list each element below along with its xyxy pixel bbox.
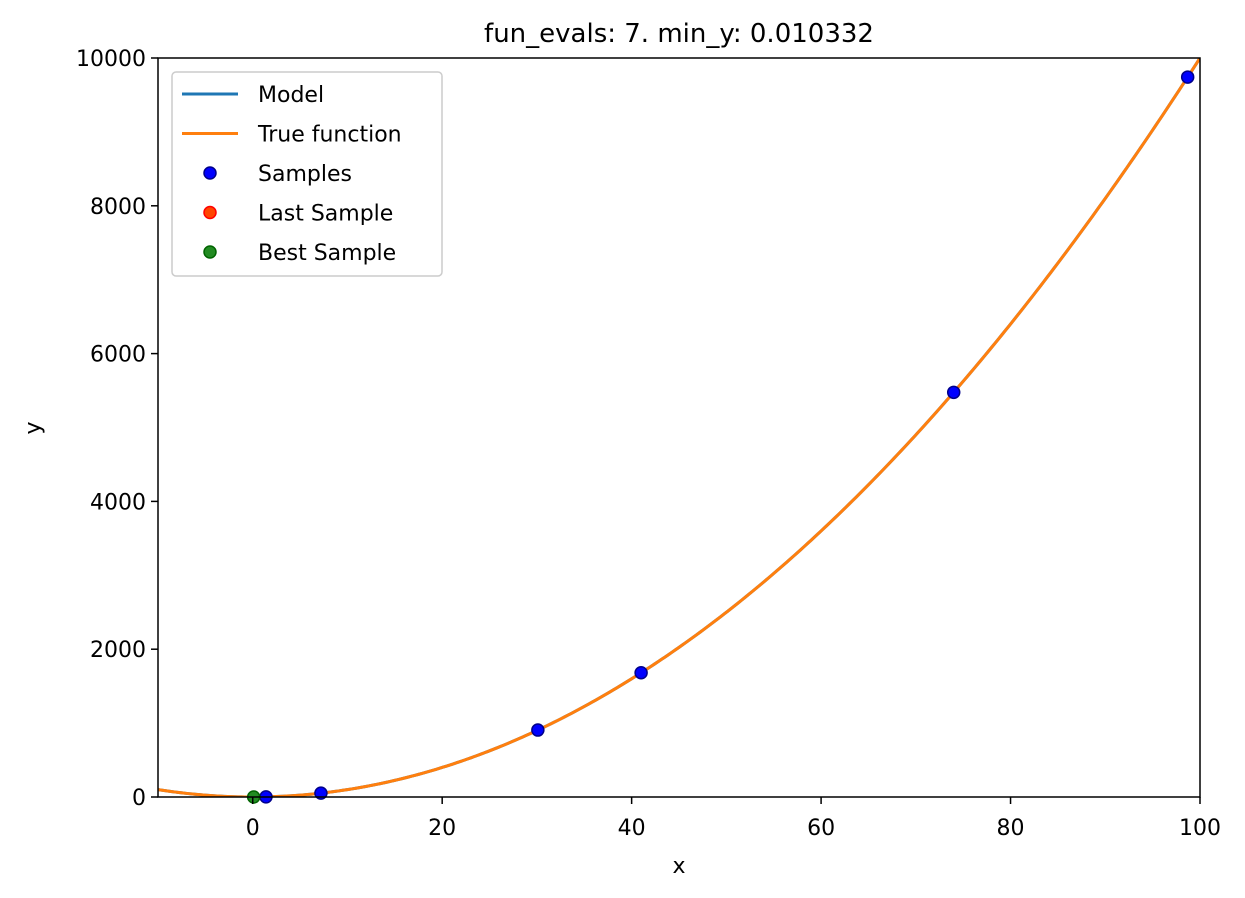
x-tick-label: 20 bbox=[428, 816, 456, 841]
y-tick-label: 10000 bbox=[76, 47, 146, 72]
series-line-true-function bbox=[158, 58, 1200, 797]
y-tick-label: 2000 bbox=[90, 638, 146, 663]
y-tick-label: 8000 bbox=[90, 195, 146, 220]
chart-title: fun_evals: 7. min_y: 0.010332 bbox=[484, 19, 874, 49]
x-tick-label: 80 bbox=[997, 816, 1025, 841]
legend-swatch-last-sample bbox=[203, 205, 217, 220]
legend-label-last-sample: Last Sample bbox=[258, 202, 393, 227]
legend-swatch-best-sample bbox=[203, 245, 217, 259]
x-tick-label: 0 bbox=[246, 816, 260, 841]
y-tick-label: 4000 bbox=[90, 490, 146, 515]
legend-label-true-function: True function bbox=[257, 123, 402, 148]
point-samples bbox=[1180, 70, 1195, 84]
point-samples bbox=[634, 666, 648, 680]
legend: Model True function Samples Last Sample Best… bbox=[171, 71, 443, 277]
legend-swatch-samples bbox=[203, 166, 217, 180]
scatter-layer bbox=[246, 70, 1195, 804]
y-tick-label: 0 bbox=[132, 786, 146, 811]
y-tick-label: 6000 bbox=[90, 343, 146, 368]
point-samples bbox=[314, 786, 328, 800]
point-samples bbox=[946, 385, 961, 400]
legend-label-best-sample: Best Sample bbox=[258, 241, 396, 266]
legend-label-model: Model bbox=[258, 83, 324, 108]
point-samples bbox=[531, 723, 545, 737]
data-layer bbox=[158, 58, 1200, 797]
x-tick-label: 40 bbox=[618, 816, 646, 841]
y-axis-label: y bbox=[21, 421, 46, 434]
axis-ticks: 0 20 40 60 80 100 0 2000 4000 6000 8000 10000 bbox=[76, 47, 1221, 841]
x-axis-label: x bbox=[672, 854, 685, 879]
legend-box bbox=[171, 71, 443, 277]
plot-area bbox=[157, 57, 1201, 804]
x-tick-label: 60 bbox=[807, 816, 835, 841]
x-tick-label: 100 bbox=[1179, 816, 1221, 841]
legend-label-samples: Samples bbox=[258, 162, 352, 187]
axes-frame bbox=[157, 57, 1201, 798]
